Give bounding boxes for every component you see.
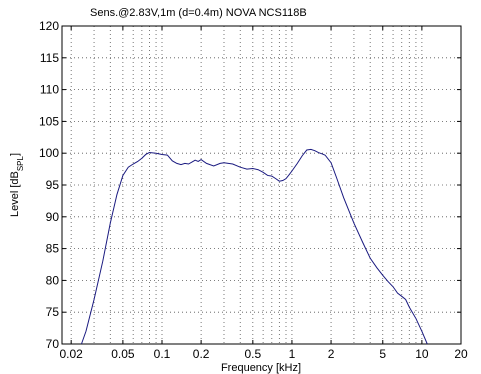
x-tick-label: 0.02 [59,347,83,361]
x-tick-label: 0.2 [193,347,210,361]
x-tick-label: 2 [328,347,335,361]
y-tick-label: 110 [40,83,59,97]
grid [62,26,461,344]
y-tick-label: 105 [39,114,59,128]
y-tick-label: 85 [46,242,60,256]
y-tick-label: 100 [39,146,59,160]
x-tick-labels: 0.02 0.05 0.1 0.2 0.5 1 2 5 10 20 [59,347,468,361]
y-axis-label-end: ] [9,153,21,156]
y-tick-label: 90 [46,210,60,224]
x-tick-label: 20 [454,347,468,361]
x-axis-label: Frequency [kHz] [221,362,301,374]
x-tick-label: 10 [415,347,429,361]
chart-title: Sens.@2.83V,1m (d=0.4m) NOVA NCS118B [90,7,307,19]
y-axis-label: Level [dBSPL] [9,153,25,217]
y-axis-label-main: Level [dB [9,171,21,217]
x-tick-label: 1 [289,347,296,361]
y-tick-labels: 70 75 80 85 90 95 100 105 110 115 120 [39,19,59,351]
x-tick-label: 0.05 [111,347,135,361]
x-tick-label: 5 [379,347,386,361]
axis-ticks [62,25,462,345]
y-tick-label: 120 [39,19,59,33]
y-tick-label: 80 [46,273,60,287]
y-tick-label: 70 [46,337,60,351]
x-tick-label: 0.1 [154,347,171,361]
y-tick-label: 95 [46,178,60,192]
y-tick-label: 75 [46,305,60,319]
y-tick-label: 115 [40,51,59,65]
y-axis-label-subscript: SPL [16,155,25,171]
response-curve-series-line [80,148,428,345]
x-tick-label: 0.5 [244,347,261,361]
